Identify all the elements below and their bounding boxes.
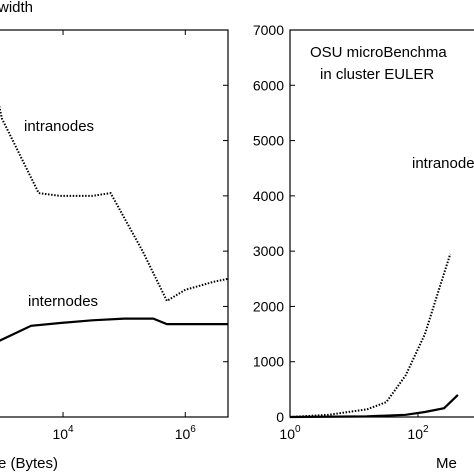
right-y-tick-label-3: 3000 <box>253 243 284 259</box>
right-chart: 0 1000 2000 3000 4000 5000 6000 7000 100 102 OSU m… <box>253 22 474 472</box>
right-y-tick-label-1: 1000 <box>253 354 284 370</box>
right-y-tick-label-2: 2000 <box>253 298 284 314</box>
left-series-label-intranodes: intranodes <box>24 118 94 135</box>
left-x-axis-label: e (Bytes) <box>0 455 58 472</box>
right-y-tick-label-0: 0 <box>276 409 284 425</box>
right-series-line-1 <box>289 394 459 419</box>
right-y-tick-label-5: 5000 <box>253 133 284 149</box>
left-series-line-1 <box>0 317 228 342</box>
left-x-tick-label-1: 106 <box>175 424 197 442</box>
right-y-tick-label-7: 7000 <box>253 22 284 38</box>
left-series-line-0 <box>0 104 229 303</box>
left-x-tick-label-0: 104 <box>52 424 74 442</box>
right-y-tick-label-4: 4000 <box>253 188 284 204</box>
left-chart-title: width <box>0 0 33 16</box>
right-series-label-intranodes: intranodes <box>412 155 474 172</box>
right-chart-title-line1: OSU microBenchma <box>310 44 447 61</box>
right-chart-title-line2: in cluster EULER <box>320 66 434 83</box>
right-series-line-0 <box>289 253 452 418</box>
left-series-label-internodes: internodes <box>28 293 98 310</box>
right-x-tick-label-1: 102 <box>407 424 429 442</box>
right-plot-frame <box>289 29 474 418</box>
left-plot-frame <box>0 29 229 418</box>
right-x-axis-label: Me <box>436 455 457 472</box>
right-y-tick-label-6: 6000 <box>253 77 284 93</box>
right-x-tick-label-0: 100 <box>279 424 301 442</box>
left-chart: 104 106 width e (Bytes) intranodes internodes <box>0 0 229 472</box>
